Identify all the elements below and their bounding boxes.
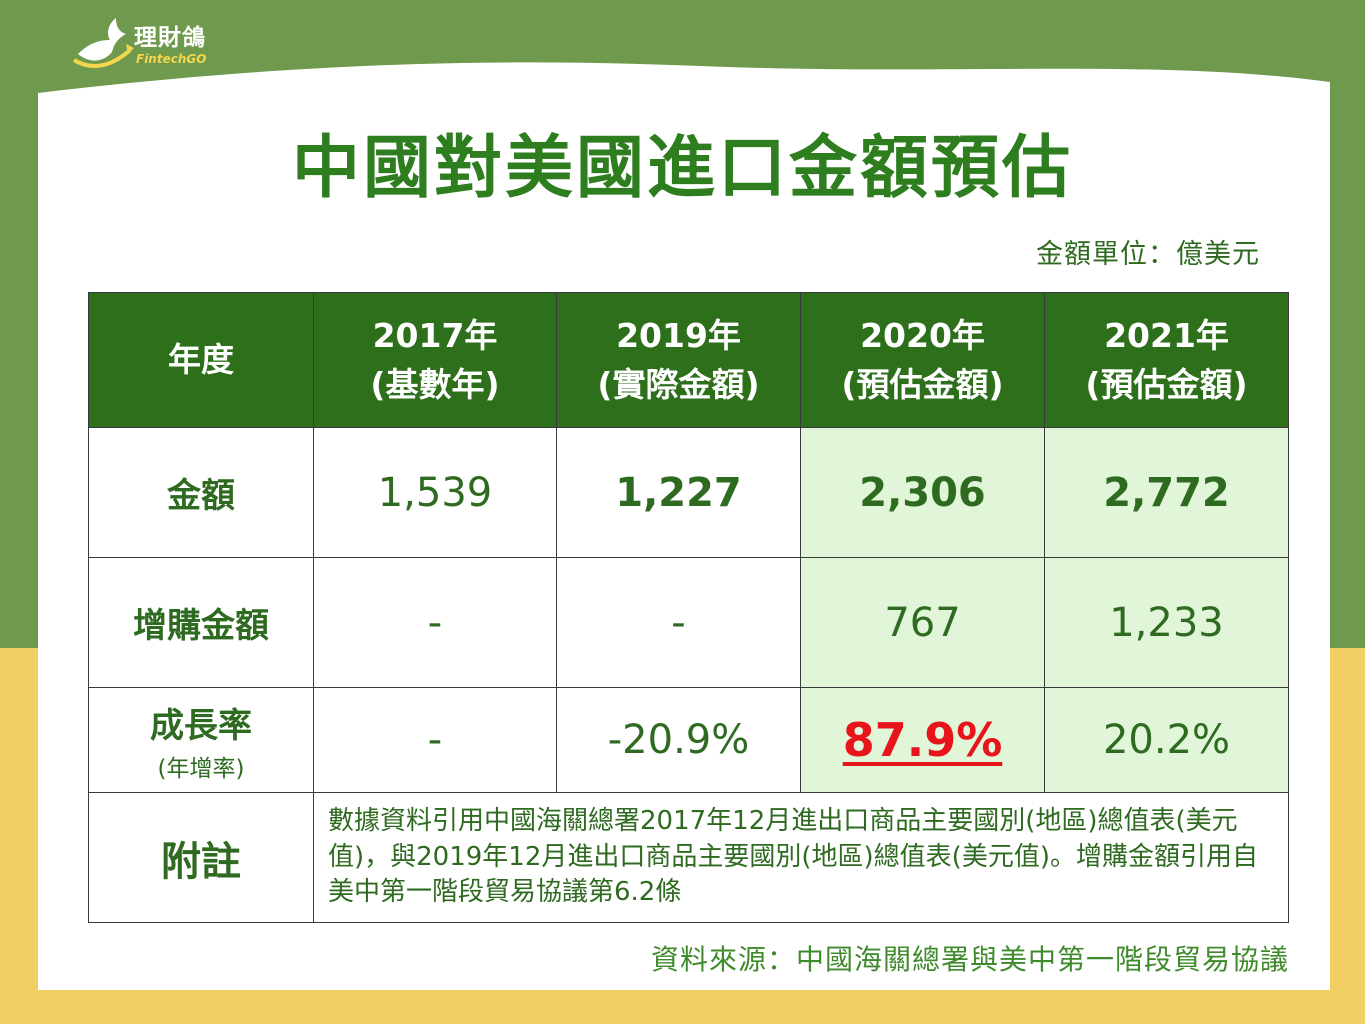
dove-logo-icon: [72, 18, 134, 68]
growth-label: 成長率: [150, 705, 252, 746]
cell-growth-2017: -: [313, 687, 557, 793]
cell-amount-2017: 1,539: [313, 427, 557, 558]
unit-label: 金額單位：億美元: [1036, 239, 1260, 270]
row-label-growth-rate: 成長率 (年增率): [88, 687, 314, 793]
cell-extra-2021: 1,233: [1044, 557, 1289, 688]
cell-extra-2019: -: [556, 557, 801, 688]
growth-2020-highlight: 87.9%: [842, 713, 1003, 767]
logo-name: 理財鴿: [134, 25, 206, 51]
cell-growth-2020: 87.9%: [800, 687, 1045, 793]
logo-subtitle: FintechGO: [136, 52, 207, 66]
table-header-row: 年度 2017年 (基數年) 2019年 (實際金額) 2020年 (預估金額) 20…: [88, 292, 1289, 428]
cell-growth-2019: -20.9%: [556, 687, 801, 793]
header-2019: 2019年 (實際金額): [556, 292, 801, 428]
source-credit: 資料來源：中國海關總署與美中第一階段貿易協議: [650, 943, 1289, 976]
page-title: 中國對美國進口金額預估: [291, 129, 1073, 208]
cell-extra-2020: 767: [800, 557, 1045, 688]
row-label-note: 附註: [88, 792, 314, 923]
cell-extra-2017: -: [313, 557, 557, 688]
cell-growth-2021: 20.2%: [1044, 687, 1289, 793]
import-estimate-table: 年度 2017年 (基數年) 2019年 (實際金額) 2020年 (預估金額) 20…: [88, 292, 1289, 923]
header-2021: 2021年 (預估金額): [1044, 292, 1289, 428]
brand-logo: 理財鴿 FintechGO: [70, 14, 230, 74]
row-label-amount: 金額: [88, 427, 314, 558]
header-2020: 2020年 (預估金額): [800, 292, 1045, 428]
table-row-amount: 金額 1,539 1,227 2,306 2,772: [88, 427, 1289, 558]
row-label-extra-purchase: 增購金額: [88, 557, 314, 688]
growth-sublabel: (年增率): [157, 755, 245, 782]
header-2017: 2017年 (基數年): [313, 292, 557, 428]
table-row-note: 附註 數據資料引用中國海關總署2017年12月進出口商品主要國別(地區)總值表(…: [88, 792, 1289, 923]
table-row-extra-purchase: 增購金額 - - 767 1,233: [88, 557, 1289, 688]
cell-amount-2020: 2,306: [800, 427, 1045, 558]
table-row-growth-rate: 成長率 (年增率) - -20.9% 87.9% 20.2%: [88, 687, 1289, 793]
cell-amount-2019: 1,227: [556, 427, 801, 558]
note-text: 數據資料引用中國海關總署2017年12月進出口商品主要國別(地區)總值表(美元值…: [313, 792, 1289, 923]
cell-amount-2021: 2,772: [1044, 427, 1289, 558]
header-year: 年度: [88, 292, 314, 428]
